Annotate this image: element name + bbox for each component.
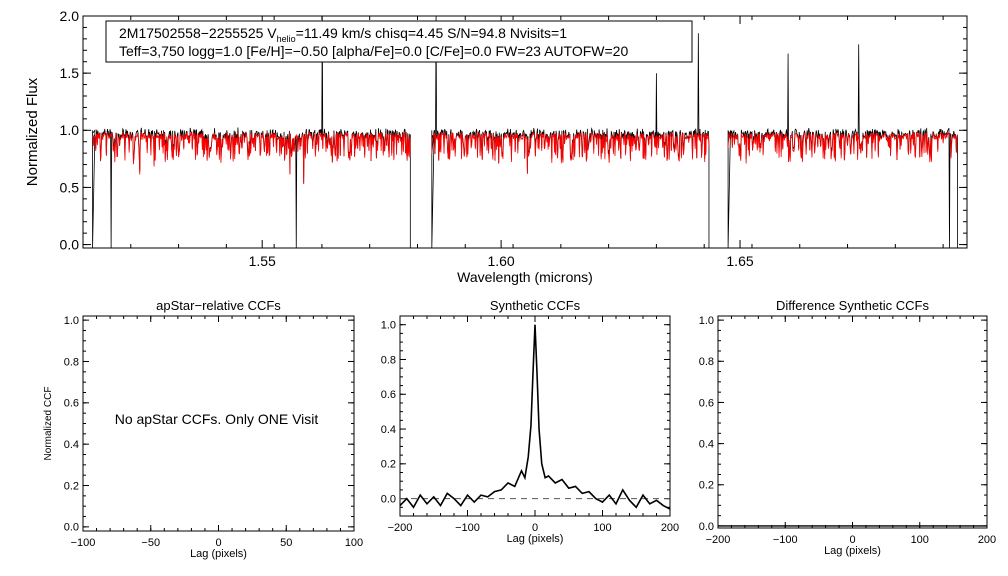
synthetic-spectrum-line bbox=[92, 131, 411, 184]
plot-frame bbox=[399, 315, 671, 517]
y-tick-label: 0.4 bbox=[381, 424, 396, 436]
y-tick-label: 0.6 bbox=[699, 397, 714, 409]
y-tick-label: 0.8 bbox=[699, 356, 714, 368]
y-tick-label: 0.2 bbox=[699, 480, 714, 492]
x-tick-label: 0 bbox=[215, 537, 221, 549]
x-tick-label: −100 bbox=[455, 522, 480, 534]
y-tick-label: 0.5 bbox=[60, 179, 80, 195]
y-tick-label: 0.2 bbox=[64, 480, 79, 492]
x-tick-label: 100 bbox=[911, 534, 929, 546]
x-tick-label: −200 bbox=[706, 534, 731, 546]
y-tick-label: 0.8 bbox=[64, 356, 79, 368]
x-tick-label: 200 bbox=[661, 522, 679, 534]
plot-frame bbox=[82, 15, 968, 249]
x-axis-label: Wavelength (microns) bbox=[457, 269, 593, 285]
x-tick-label: 50 bbox=[280, 537, 292, 549]
spectrum-annotation: 2M17502558−2255525 Vhelio=11.49 km/s chi… bbox=[105, 20, 693, 63]
y-tick-label: 1.5 bbox=[60, 65, 80, 81]
x-tick-label: 0 bbox=[532, 522, 538, 534]
plot-frame bbox=[717, 315, 988, 529]
synthetic-ccf-plot: −200 −100 0 100 200 0.0 0.2 0.4 0.6 0.8 1.0 Synthet… bbox=[381, 298, 679, 545]
x-tick-label: 1.60 bbox=[487, 253, 514, 269]
x-tick-label: −100 bbox=[773, 534, 798, 546]
plot-title: apStar−relative CCFs bbox=[156, 298, 281, 313]
x-tick-label: 0 bbox=[849, 534, 855, 546]
annotation-line-2: Teff=3,750 logg=1.0 [Fe/H]=−0.50 [alpha/… bbox=[119, 43, 628, 59]
synthetic-spectrum-line bbox=[431, 131, 710, 174]
no-ccf-message: No apStar CCFs. Only ONE Visit bbox=[115, 411, 319, 427]
y-tick-label: 0.8 bbox=[381, 354, 396, 366]
apstar-ccf-plot: −100 −50 0 50 100 0.0 0.2 0.4 0.6 0.8 1.0 apStar−re… bbox=[43, 298, 363, 560]
y-tick-label: 1.0 bbox=[699, 315, 714, 327]
difference-ccf-plot: −200 −100 0 100 200 0.0 0.2 0.4 0.6 0.8 1.0 Differe… bbox=[699, 298, 996, 557]
x-tick-label: 1.55 bbox=[249, 253, 276, 269]
spectrum-plot: 1.55 1.60 1.65 0.0 0.5 1.0 1.5 2.0 Wavelength (m… bbox=[24, 8, 968, 285]
y-tick-label: 0.0 bbox=[60, 236, 80, 252]
y-tick-label: 0.4 bbox=[699, 438, 714, 450]
y-tick-label: 0.6 bbox=[64, 398, 79, 410]
x-axis-label: Lag (pixels) bbox=[190, 548, 247, 560]
annotation-box bbox=[105, 20, 693, 63]
x-tick-label: −100 bbox=[71, 537, 96, 549]
y-axis-label: Normalized CCF bbox=[43, 387, 54, 461]
annotation-star-id: 2M17502558−2255525 V bbox=[119, 25, 277, 41]
y-tick-label: 1.0 bbox=[64, 315, 79, 327]
x-axis-label: Lag (pixels) bbox=[824, 545, 881, 557]
x-tick-label: −50 bbox=[141, 537, 160, 549]
x-tick-label: 200 bbox=[978, 534, 996, 546]
x-tick-label: −200 bbox=[388, 522, 413, 534]
x-tick-label: 1.65 bbox=[726, 253, 753, 269]
y-tick-label: 0.0 bbox=[64, 522, 79, 534]
x-axis-label: Lag (pixels) bbox=[507, 533, 564, 545]
plot-title: Synthetic CCFs bbox=[490, 298, 581, 313]
plot-title: Difference Synthetic CCFs bbox=[776, 298, 929, 313]
y-tick-label: 0.0 bbox=[381, 493, 396, 505]
y-tick-label: 1.0 bbox=[381, 320, 396, 332]
y-tick-label: 2.0 bbox=[60, 8, 80, 24]
y-tick-label: 0.2 bbox=[381, 459, 396, 471]
x-tick-label: 100 bbox=[345, 537, 363, 549]
y-axis-label: Normalized Flux bbox=[24, 77, 41, 186]
synthetic-spectrum-line bbox=[727, 131, 958, 164]
synthetic-ccf-line bbox=[399, 324, 671, 510]
y-tick-label: 0.0 bbox=[699, 521, 714, 533]
y-tick-label: 0.4 bbox=[64, 439, 79, 451]
annotation-subscript: helio bbox=[277, 34, 296, 44]
annotation-stats: =11.49 km/s chisq=4.45 S/N=94.8 Nvisits=… bbox=[296, 25, 568, 41]
y-tick-label: 0.6 bbox=[381, 389, 396, 401]
annotation-line-1: 2M17502558−2255525 Vhelio=11.49 km/s chi… bbox=[119, 25, 567, 44]
x-tick-label: 100 bbox=[593, 522, 611, 534]
y-tick-label: 1.0 bbox=[60, 122, 80, 138]
